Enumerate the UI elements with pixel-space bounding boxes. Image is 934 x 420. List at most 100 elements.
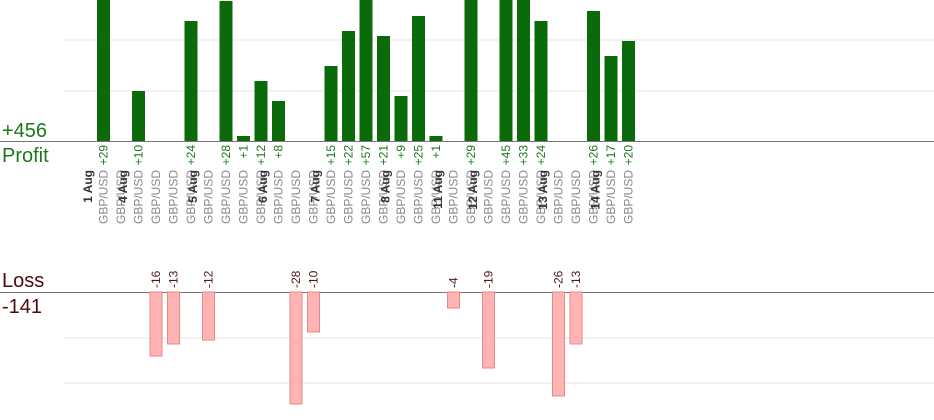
category-label: GBP/USD	[604, 170, 618, 224]
profit-bar	[604, 56, 618, 141]
profit-value-label: +24	[534, 145, 548, 166]
loss-value-label: -19	[482, 270, 496, 288]
profit-value-label: +20	[622, 145, 636, 166]
loss-value-label: -28	[289, 270, 303, 288]
profit-bar	[342, 31, 355, 141]
loss-value-label: -10	[307, 270, 321, 288]
category-label: GBP/USD	[97, 170, 111, 224]
profit-bar	[394, 96, 408, 141]
date-label: 7 Aug	[309, 170, 323, 203]
profit-value-label: +10	[132, 145, 146, 166]
category-label: GBP/USD	[377, 170, 391, 224]
profit-bar	[324, 66, 338, 141]
category-label: GBP/USD	[219, 170, 233, 224]
profit-value-label: +45	[499, 145, 513, 166]
category-label: GBP/USD	[167, 170, 181, 224]
loss-value-label: -13	[569, 270, 583, 288]
profit-value-label: +33	[517, 145, 531, 166]
loss-value-label: -26	[552, 270, 566, 288]
profit-bar	[622, 41, 635, 141]
loss-value-label: -12	[202, 270, 216, 288]
category-label: GBP/USD	[237, 170, 251, 224]
date-label: 13 Aug	[536, 170, 550, 210]
profit-value-label: +1	[237, 145, 251, 159]
category-label: GBP/USD	[552, 170, 566, 224]
loss-value-label: -16	[149, 270, 163, 288]
category-label: GBP/USD	[517, 170, 531, 224]
date-label: 6 Aug	[256, 170, 270, 203]
profit-bar	[499, 0, 513, 141]
profit-value-label: +29	[464, 145, 478, 166]
category-label: GBP/USD	[149, 170, 163, 224]
loss-total: -141	[2, 296, 42, 318]
category-label: GBP/USD	[412, 170, 426, 224]
category-label: GBP/USD	[394, 170, 408, 224]
loss-bar	[552, 291, 565, 397]
loss-bar	[289, 291, 303, 405]
category-label: GBP/USD	[202, 170, 216, 224]
profit-bar	[464, 0, 478, 141]
profit-bar	[429, 136, 443, 141]
category-label: GBP/USD	[464, 170, 478, 224]
loss-bar	[482, 291, 495, 369]
profit-value-label: +26	[587, 145, 601, 166]
profit-value-label: +21	[377, 145, 391, 166]
category-label: GBP/USD	[184, 170, 198, 224]
profit-bar	[97, 0, 110, 141]
profit-bar	[219, 1, 233, 141]
loss-bar	[447, 291, 460, 309]
category-label: GBP/USD	[114, 170, 128, 224]
profit-bar	[412, 16, 425, 141]
date-label: 8 Aug	[379, 170, 393, 203]
category-label: GBP/USD	[132, 170, 146, 224]
category-label: GBP/USD	[534, 170, 548, 224]
category-label: GBP/USD	[622, 170, 636, 224]
profit-bar	[237, 136, 250, 141]
category-label: GBP/USD	[569, 170, 583, 224]
category-label: GBP/USD	[289, 170, 303, 224]
loss-value-label: -13	[167, 270, 181, 288]
profit-value-label: +24	[184, 145, 198, 166]
profit-bar	[534, 21, 548, 141]
profit-value-label: +8	[272, 145, 286, 159]
profit-value-label: +1	[429, 145, 443, 159]
profit-value-label: +22	[342, 145, 356, 166]
category-label: GBP/USD	[429, 170, 443, 224]
profit-bar	[517, 0, 530, 141]
profit-value-label: +15	[324, 145, 338, 166]
profit-bar	[359, 0, 373, 141]
category-label: GBP/USD	[272, 170, 286, 224]
date-label: 12 Aug	[466, 170, 480, 210]
profit-bar	[377, 36, 390, 141]
loss-bar	[167, 291, 180, 345]
category-label: GBP/USD	[342, 170, 356, 224]
profit-value-label: +57	[359, 145, 373, 166]
profit-value-label: +17	[604, 145, 618, 166]
category-label: GBP/USD	[254, 170, 268, 224]
profit-value-label: +25	[412, 145, 426, 166]
date-label: 5 Aug	[186, 170, 200, 203]
profit-value-label: +12	[254, 145, 268, 166]
profit-bar	[272, 101, 285, 141]
date-label: 1 Aug	[81, 170, 95, 203]
loss-label: Loss	[2, 270, 44, 292]
category-label: GBP/USD	[447, 170, 461, 224]
date-label: 14 Aug	[589, 170, 603, 210]
profit-bar	[587, 11, 600, 141]
profit-bar	[132, 91, 145, 141]
category-label: GBP/USD	[499, 170, 513, 224]
date-label: 11 Aug	[431, 170, 445, 209]
profit-value-label: +28	[219, 145, 233, 166]
loss-bar	[569, 291, 583, 345]
loss-value-label: -4	[447, 277, 461, 288]
category-label: GBP/USD	[482, 170, 496, 224]
profit-bar	[184, 21, 198, 141]
profit-value-label: +29	[97, 145, 111, 166]
loss-bar	[202, 291, 215, 341]
profit-value-label: +9	[394, 145, 408, 159]
category-label: GBP/USD	[587, 170, 601, 224]
category-label: GBP/USD	[359, 170, 373, 224]
profit-bar	[254, 81, 268, 141]
date-label: 4 Aug	[116, 170, 130, 203]
